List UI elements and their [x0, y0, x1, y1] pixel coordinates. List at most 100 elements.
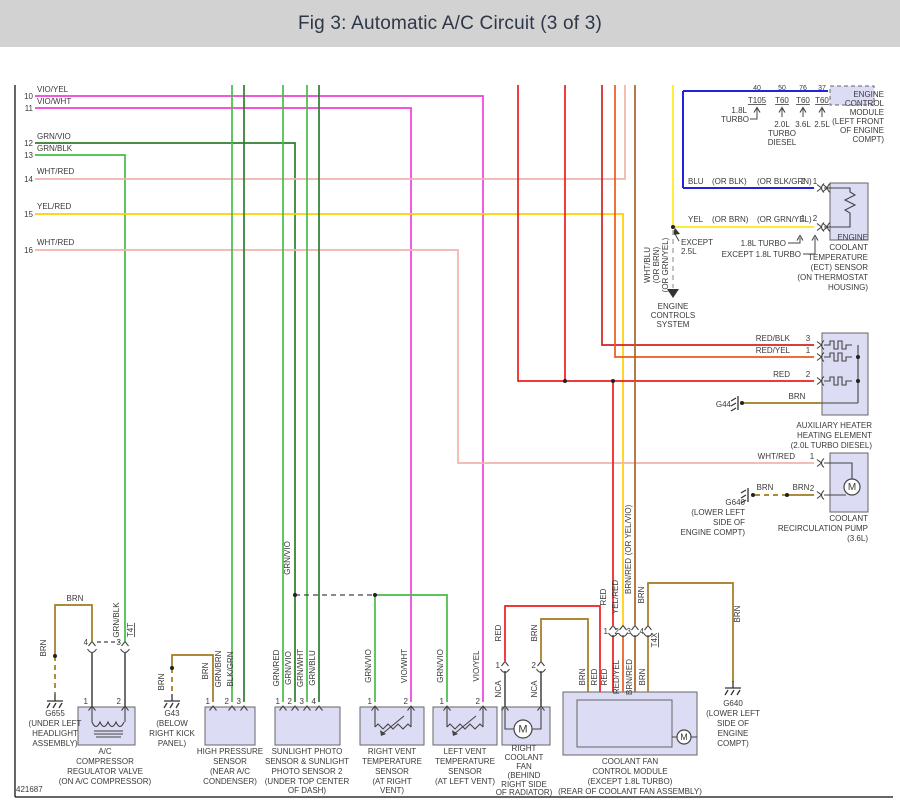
wire-label: RIGHT KICK: [149, 729, 195, 738]
wire-label: (ON A/C COMPRESSOR): [59, 777, 152, 786]
aux-heater: [821, 332, 869, 416]
wire-label: (OR GRN/YEL): [757, 215, 812, 224]
junction-dot: [785, 493, 789, 497]
wire-label: CONTROLS: [651, 311, 695, 320]
title-bar: Fig 3: Automatic A/C Circuit (3 of 3): [0, 0, 900, 47]
wire-label: 1: [276, 697, 281, 706]
wire-label: 1.8L TURBO: [741, 239, 786, 248]
wire-label: VIO/YEL: [37, 85, 69, 94]
wire-label: CONTROL: [845, 99, 885, 108]
wire-label: SENSOR: [375, 767, 409, 776]
motor-m: M: [680, 732, 688, 742]
wire-label: GRN/BRN: [214, 650, 223, 687]
wire-label: EXCEPT: [681, 238, 713, 247]
wire-label: BRN: [733, 605, 742, 622]
ect-resistor: [824, 187, 857, 228]
wire-label: 2: [532, 661, 537, 670]
connector-arc-icon: [630, 632, 640, 638]
connector-arrow-icon: [121, 640, 129, 647]
connector-arrow-icon: [644, 624, 652, 631]
wire-label: RIGHT VENT: [368, 747, 416, 756]
box-pin-arrow-icon: [303, 705, 311, 711]
wire-label: 1: [440, 697, 445, 706]
wire-label: 1: [604, 627, 609, 636]
wire-label: 13: [24, 151, 33, 160]
wire-label: GRN/BLU: [308, 650, 317, 686]
motor-icon: [676, 729, 692, 745]
wire-label: SIDE OF: [717, 719, 749, 728]
ground-icon: [740, 488, 749, 504]
ecm-connector: [829, 85, 875, 106]
wire-label: RED: [600, 668, 609, 685]
thermistor-right-head: [380, 730, 386, 736]
wire-fan-red: [504, 605, 601, 692]
wire-label: PANEL): [158, 739, 187, 748]
connector-arrow-icon: [619, 624, 627, 631]
wire-label: YEL: [688, 215, 704, 224]
wire-label: 4: [84, 638, 89, 647]
box-pin-arrow-icon: [443, 705, 451, 711]
wire-label: 1: [806, 346, 811, 355]
box-pin-arrow-icon: [479, 705, 487, 711]
wire-grn-vio-branch2: [375, 594, 448, 702]
wire-label: BRN/RED: [625, 659, 634, 695]
junction-dot: [293, 593, 297, 597]
wire-label: A/C: [98, 747, 112, 756]
wire-label: 2: [801, 177, 806, 186]
wire-label: CONTROL MODULE: [592, 767, 667, 776]
valve-coil: [91, 707, 126, 738]
wire-label: TEMPERATURE: [435, 757, 495, 766]
wire-label: 2: [806, 370, 811, 379]
wire-label: 2: [404, 697, 409, 706]
box-pin-arrow-icon: [279, 705, 287, 711]
wire-label: EXCEPT 1.8L TURBO: [722, 250, 801, 259]
ecm-elbow: [750, 117, 758, 120]
wire-label: BLK/GRN: [226, 651, 235, 686]
wire-label: NCA: [530, 680, 539, 698]
connector-arrow-icon: [816, 184, 823, 192]
wire-label: 3: [300, 697, 305, 706]
wire-label: PHOTO SENSOR 2: [272, 767, 344, 776]
junction-dot: [856, 355, 860, 359]
connector-arc-icon: [608, 632, 618, 638]
wire-label: (BEHIND: [508, 771, 541, 780]
wire-brn-g640: [647, 582, 734, 682]
wire-label: ASSEMBLY): [32, 739, 78, 748]
wire-label: (OR BLK): [712, 177, 747, 186]
wire-label: T4T: [126, 623, 135, 637]
wire-label: SENSOR: [448, 767, 482, 776]
wire-label: RIGHT SIDE: [501, 780, 547, 789]
wire-label: T4X: [650, 632, 659, 647]
wire-label: COOLANT FAN: [602, 757, 659, 766]
wire-label: 1: [801, 214, 806, 223]
wire-label: HEATING ELEMENT: [797, 431, 872, 440]
wire-red-blk: [601, 85, 814, 346]
wire-label: SIDE OF: [713, 518, 745, 527]
wire-label: HEADLIGHT: [32, 729, 78, 738]
wire-red-yel: [614, 85, 814, 358]
wire-label: SENSOR & SUNLIGHT: [265, 757, 349, 766]
arrow-icon: [753, 106, 761, 113]
wire-label: (OR BRN): [652, 246, 661, 283]
junction-dot: [563, 379, 567, 383]
connector-arc-icon: [820, 376, 825, 386]
except-arrow: [674, 233, 680, 242]
wire-label: (AT LEFT VENT): [435, 777, 495, 786]
aux-bus: [822, 345, 859, 404]
wire-label: MODULE: [850, 108, 884, 117]
wire-fan-brn: [540, 618, 589, 692]
wire-label: 2: [813, 214, 818, 223]
wire-wht-red-16: [35, 249, 814, 464]
connector-arc-icon: [820, 458, 825, 468]
arrow-icon: [799, 106, 807, 113]
wire-label: COMPT): [852, 135, 884, 144]
wire-label: WHT/RED: [758, 452, 796, 461]
wire-label: 1: [84, 697, 89, 706]
wire-label: BLU: [688, 177, 704, 186]
wire-label: 1: [810, 452, 815, 461]
wire-label: BRN: [637, 586, 646, 603]
wire-g43-brn: [171, 654, 214, 702]
box-pin-arrow-icon: [291, 705, 299, 711]
pump-internal: [824, 462, 853, 496]
